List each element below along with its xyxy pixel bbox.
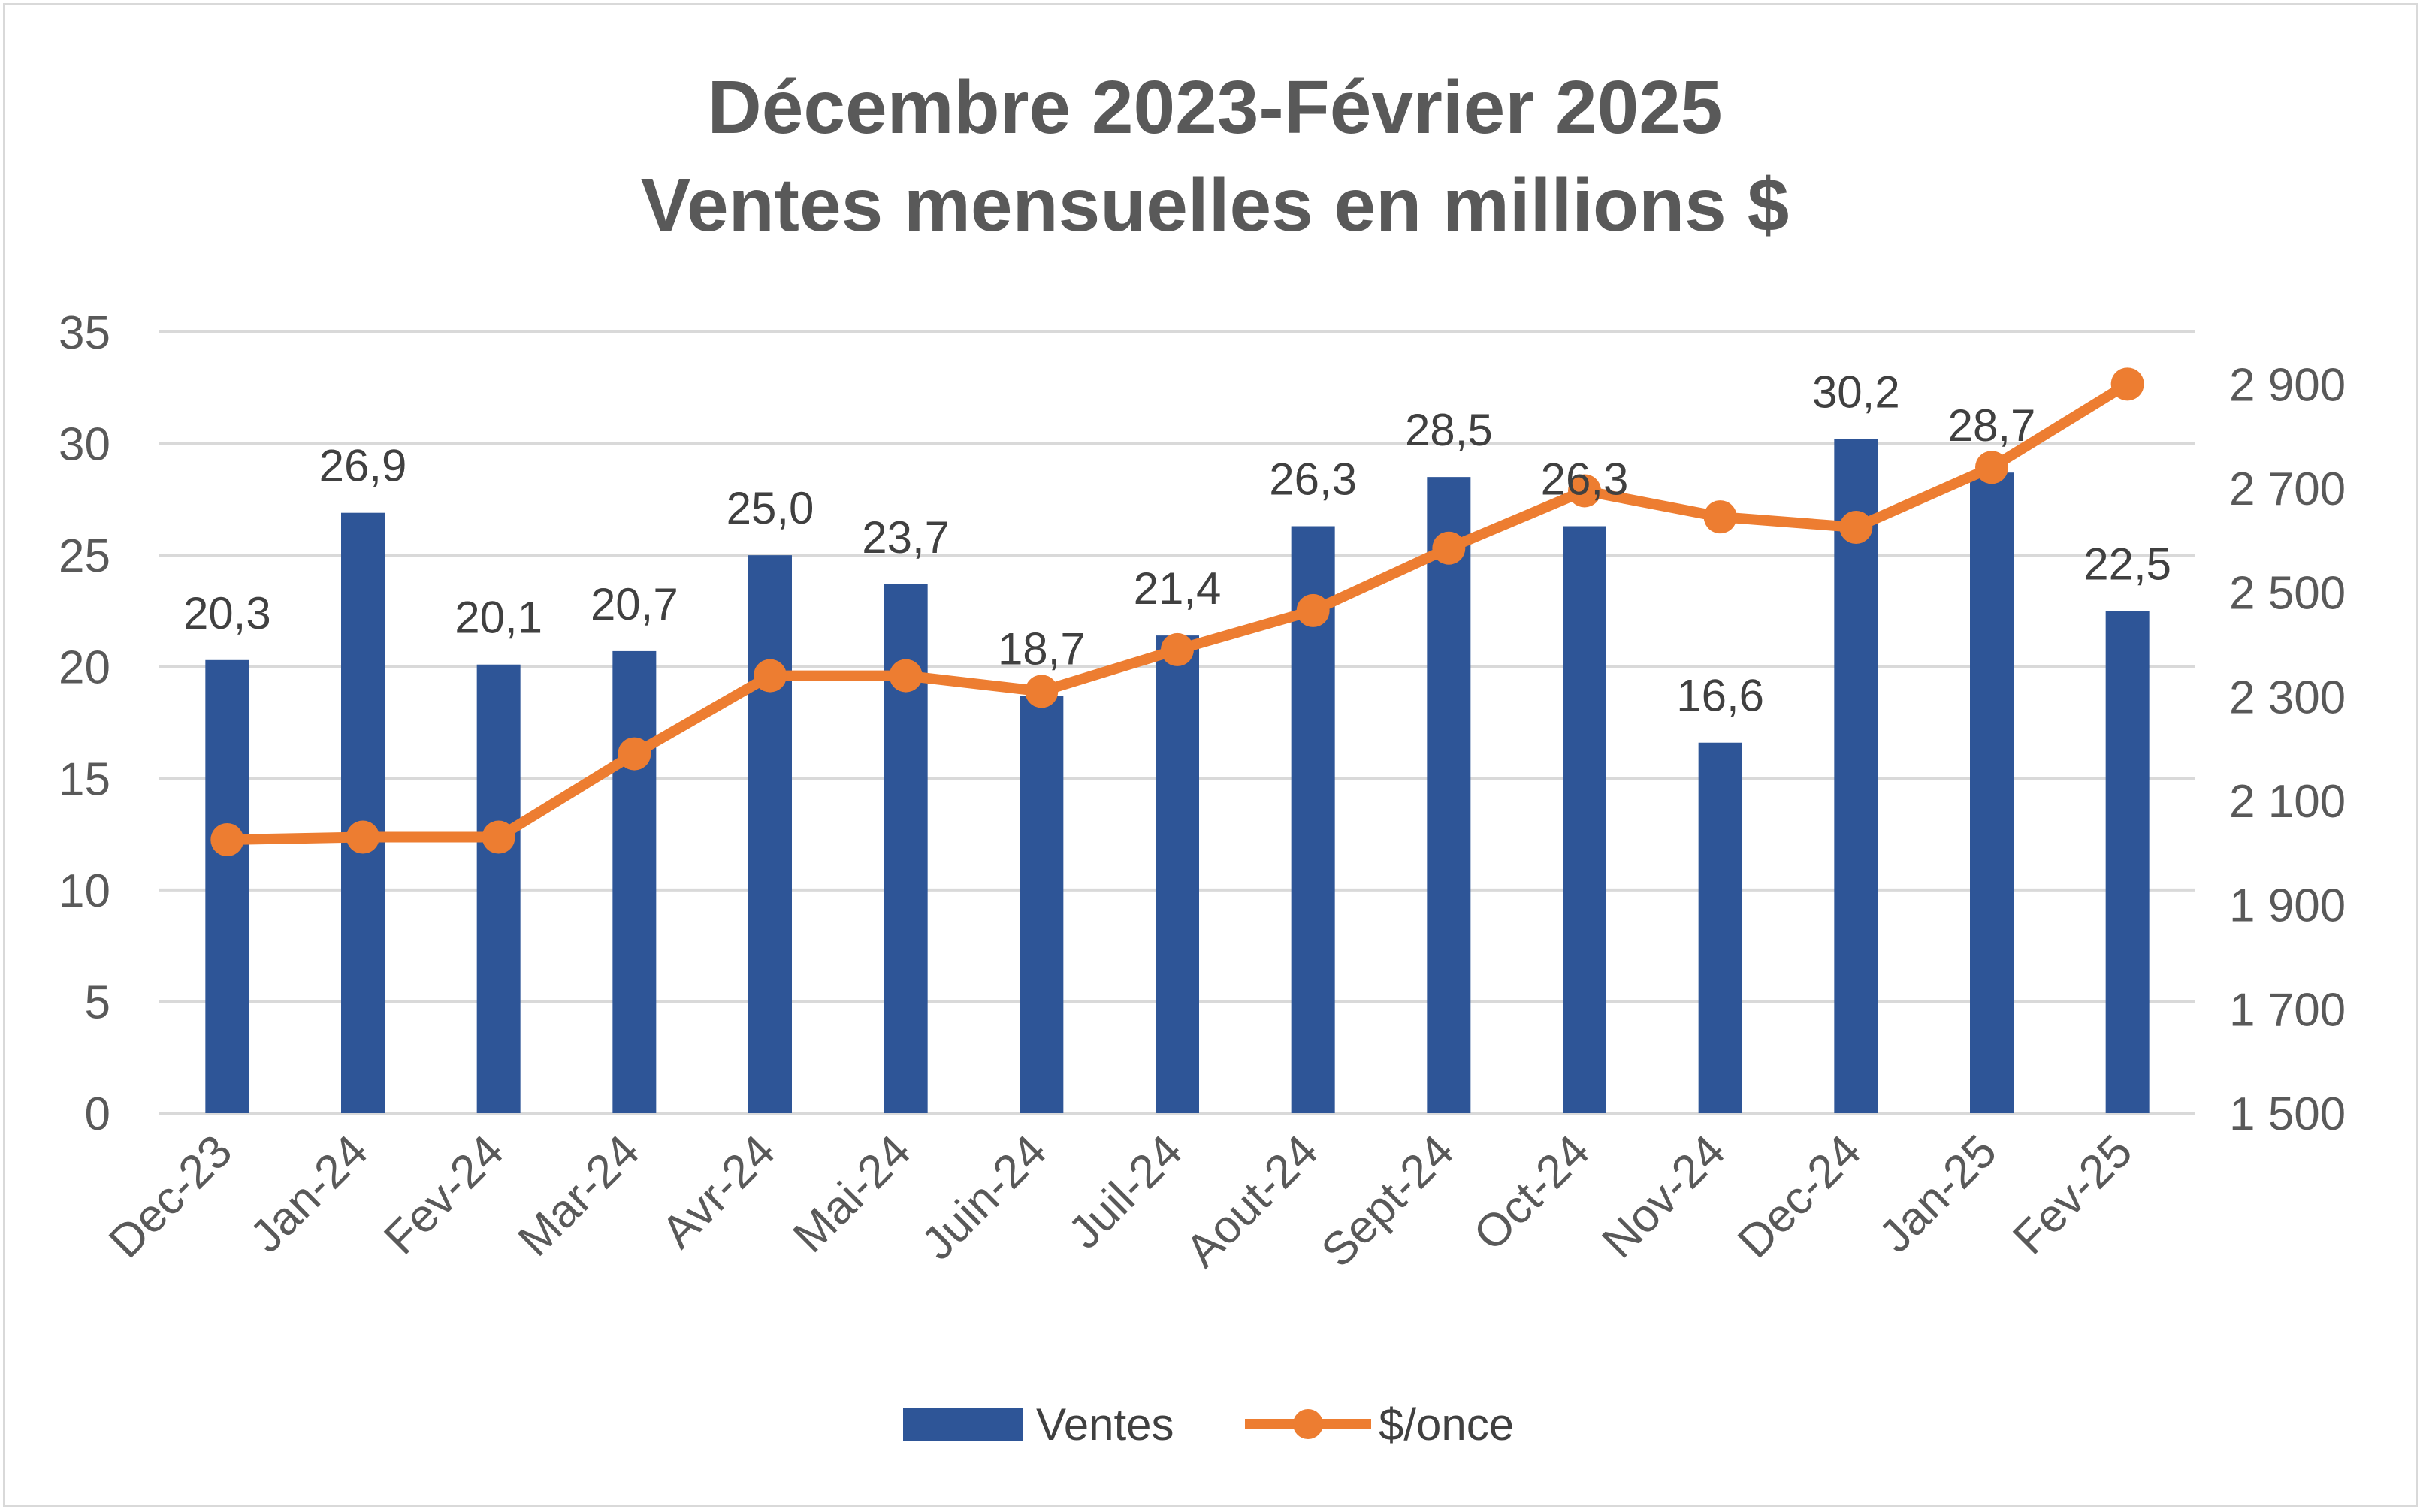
bar-data-label: 30,2 xyxy=(1812,367,1900,418)
bar-ventes xyxy=(1156,635,1199,1113)
y-left-tick-label: 10 xyxy=(59,865,110,917)
bar-data-label: 28,5 xyxy=(1405,405,1493,455)
y-right-tick-label: 1 900 xyxy=(2229,880,2346,932)
y-left-tick-label: 5 xyxy=(85,976,110,1028)
data-labels: 20,3 26,9 20,1 20,7 25,0 23,7 18,7 21,4 26,3 28,5… xyxy=(183,367,2171,721)
bar-ventes xyxy=(1970,472,2014,1113)
y-left-tick-label: 25 xyxy=(59,530,110,582)
bar-data-label: 20,1 xyxy=(455,593,542,643)
bar-ventes xyxy=(205,659,249,1113)
bar-data-label: 25,0 xyxy=(727,483,814,533)
x-tick-label: Sept-24 xyxy=(1312,1125,1464,1277)
bar-data-label: 21,4 xyxy=(1134,563,1222,614)
y-right-tick-label: 2 100 xyxy=(2229,776,2346,828)
x-tick-label: Avr-24 xyxy=(652,1125,785,1258)
line-once-marker xyxy=(1839,511,1873,544)
bar-ventes xyxy=(1834,439,1878,1113)
bar-data-label: 26,3 xyxy=(1541,454,1629,505)
bar-ventes xyxy=(1427,477,1471,1113)
line-once-marker xyxy=(1161,632,1194,666)
x-tick-label: Juil-24 xyxy=(1059,1125,1192,1259)
chart-svg: Décembre 2023-Février 2025 Ventes mensue… xyxy=(59,65,2346,1450)
bar-ventes xyxy=(1698,742,1742,1113)
bar-data-label: 18,7 xyxy=(998,623,1086,674)
x-tick-label: Oct-24 xyxy=(1464,1125,1600,1260)
line-once-marker xyxy=(1703,500,1737,534)
line-once-marker xyxy=(1432,531,1466,565)
x-tick-label: Mar-24 xyxy=(509,1125,650,1266)
y-left-tick-label: 0 xyxy=(85,1088,110,1140)
bar-ventes xyxy=(476,664,521,1113)
bar-data-label: 26,9 xyxy=(319,441,407,491)
line-once-marker xyxy=(482,820,515,854)
y-right-tick-label: 1 500 xyxy=(2229,1088,2346,1140)
y-left-tick-label: 15 xyxy=(59,753,110,805)
bar-data-label: 26,3 xyxy=(1269,454,1357,505)
y-right-tick-label: 2 900 xyxy=(2229,359,2346,411)
x-tick-label: Fev-24 xyxy=(374,1125,513,1264)
x-tick-label: Jan-24 xyxy=(240,1125,378,1263)
line-once-marker xyxy=(889,659,923,693)
bar-data-label: 22,5 xyxy=(2083,539,2171,589)
line-once-marker xyxy=(346,820,379,854)
x-tick-label: Dec-23 xyxy=(99,1125,242,1268)
bar-ventes xyxy=(1563,526,1606,1113)
y-left-tick-label: 30 xyxy=(59,419,110,471)
bar-data-label: 16,6 xyxy=(1676,671,1764,721)
bar-ventes xyxy=(748,555,792,1113)
x-tick-label: Aout-24 xyxy=(1176,1125,1328,1277)
y-right-tick-label: 2 700 xyxy=(2229,463,2346,515)
y-left-tick-label: 35 xyxy=(59,307,110,359)
legend-label-once: $/once xyxy=(1379,1399,1514,1450)
line-once-marker xyxy=(1296,593,1330,627)
legend-label-ventes: Ventes xyxy=(1036,1399,1174,1450)
line-series-once xyxy=(210,367,2144,856)
chart-title-line2: Ventes mensuelles en millions $ xyxy=(641,163,1789,247)
y-right-tick-label: 2 500 xyxy=(2229,568,2346,620)
line-once-marker xyxy=(1975,451,2008,484)
chart-title-line1: Décembre 2023-Février 2025 xyxy=(708,65,1723,149)
x-tick-label: Mai-24 xyxy=(784,1125,921,1263)
line-once-marker xyxy=(210,823,244,856)
line-once-marker xyxy=(754,659,787,693)
bar-data-label: 28,7 xyxy=(1948,400,2036,451)
bar-ventes xyxy=(1020,696,1064,1113)
bar-data-label: 20,7 xyxy=(591,579,678,629)
y-left-tick-label: 20 xyxy=(59,642,110,694)
bar-series-ventes xyxy=(205,439,2150,1113)
line-once-marker xyxy=(2110,367,2144,401)
legend-swatch-ventes xyxy=(903,1408,1023,1441)
bar-ventes xyxy=(612,650,657,1113)
bar-ventes xyxy=(2105,611,2150,1113)
x-tick-label: Juin-24 xyxy=(912,1125,1057,1270)
y-right-tick-label: 2 300 xyxy=(2229,671,2346,723)
bar-data-label: 20,3 xyxy=(183,588,271,638)
x-tick-label: Jan-25 xyxy=(1869,1125,2007,1263)
line-once-marker xyxy=(618,737,651,771)
y-right-tick-label: 1 700 xyxy=(2229,984,2346,1036)
line-once-marker xyxy=(1025,675,1059,708)
x-tick-label: Fev-25 xyxy=(2003,1125,2142,1264)
x-tick-label: Nov-24 xyxy=(1592,1125,1735,1268)
x-tick-label: Dec-24 xyxy=(1728,1125,1871,1268)
bar-ventes xyxy=(341,512,385,1113)
legend: Ventes $/once xyxy=(903,1399,1514,1450)
line-once-marker xyxy=(1568,474,1601,508)
chart-frame: Décembre 2023-Février 2025 Ventes mensue… xyxy=(3,3,2418,1507)
legend-swatch-once-marker xyxy=(1293,1409,1323,1439)
bar-data-label: 23,7 xyxy=(862,512,950,563)
